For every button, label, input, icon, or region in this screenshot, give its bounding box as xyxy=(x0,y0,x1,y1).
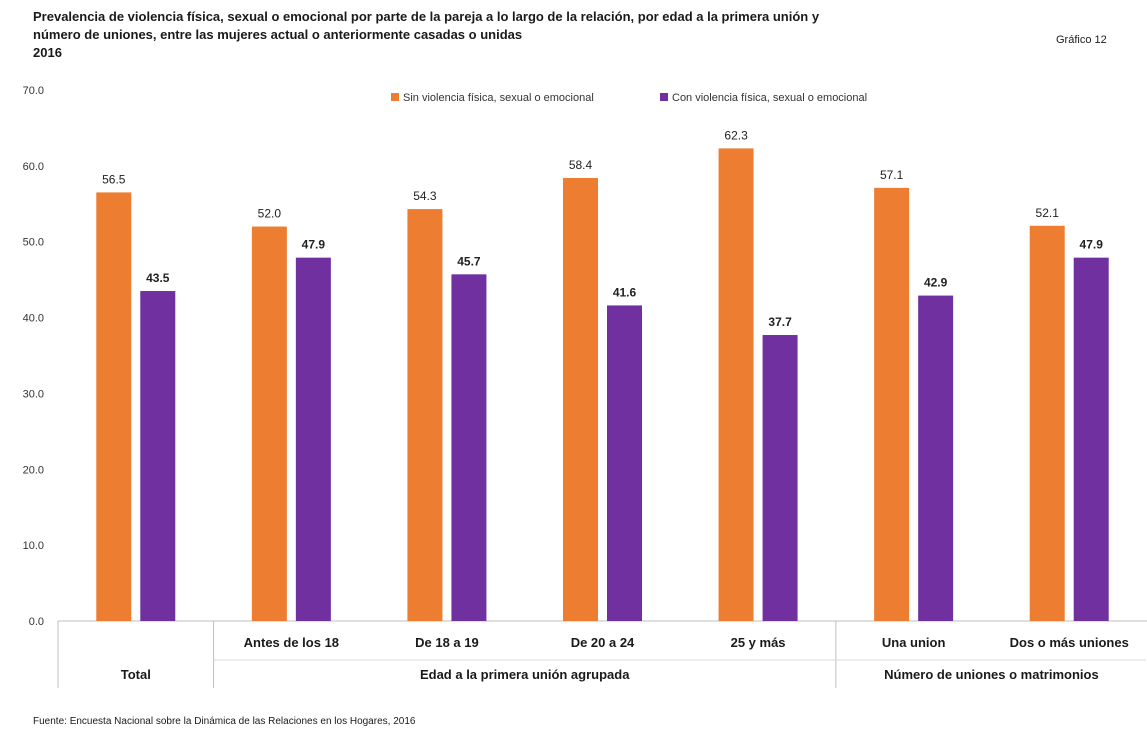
bar-con-violencia xyxy=(607,305,642,621)
data-label: 52.1 xyxy=(1036,206,1060,220)
bar-sin-violencia xyxy=(251,226,287,622)
y-tick-label: 30.0 xyxy=(23,388,44,400)
x-group-label: Total xyxy=(121,667,151,682)
bar-con-violencia xyxy=(451,274,487,621)
data-label: 62.3 xyxy=(724,128,748,142)
y-tick-label: 10.0 xyxy=(23,540,44,552)
bar-con-violencia xyxy=(762,335,798,621)
data-label: 37.7 xyxy=(768,315,792,329)
bar-con-violencia xyxy=(918,295,954,621)
data-label: 43.5 xyxy=(146,271,170,285)
data-label: 41.6 xyxy=(613,285,637,299)
legend-label: Con violencia física, sexual o emocional xyxy=(672,92,867,104)
bar-con-violencia xyxy=(295,257,331,621)
y-tick-label: 50.0 xyxy=(23,237,44,249)
legend-swatch xyxy=(391,93,399,101)
data-label: 47.9 xyxy=(1080,238,1104,252)
legend-swatch xyxy=(660,93,668,101)
bar-con-violencia xyxy=(1073,257,1109,621)
bar-sin-violencia xyxy=(874,187,910,621)
bar-sin-violencia xyxy=(1029,225,1065,621)
data-label: 58.4 xyxy=(569,158,593,172)
x-category-label: Una union xyxy=(882,635,946,650)
x-category-label: De 18 a 19 xyxy=(415,635,479,650)
bar-sin-violencia xyxy=(563,177,598,621)
chart-title-line-2: número de uniones, entre las mujeres act… xyxy=(33,27,523,42)
x-group-label: Edad a la primera unión agrupada xyxy=(420,667,630,682)
y-tick-label: 0.0 xyxy=(29,616,44,628)
x-group-label: Número de uniones o matrimonios xyxy=(884,667,1099,682)
bar-con-violencia xyxy=(140,291,176,621)
chart-title-line-3: 2016 xyxy=(33,45,62,60)
figure-label: Gráfico 12 xyxy=(1056,34,1107,46)
x-category-label: Dos o más uniones xyxy=(1010,635,1129,650)
x-category-label: 25 y más xyxy=(731,635,786,650)
chart-title: Prevalencia de violencia física, sexual … xyxy=(33,8,933,62)
data-label: 42.9 xyxy=(924,276,948,290)
source-note: Fuente: Encuesta Nacional sobre la Dinám… xyxy=(33,716,416,727)
y-tick-label: 40.0 xyxy=(23,313,44,325)
data-label: 57.1 xyxy=(880,168,904,182)
chart-title-line-1: Prevalencia de violencia física, sexual … xyxy=(33,9,820,24)
data-label: 52.0 xyxy=(258,207,282,221)
x-category-label: De 20 a 24 xyxy=(571,635,635,650)
legend-label: Sin violencia física, sexual o emocional xyxy=(403,92,594,104)
bar-sin-violencia xyxy=(407,209,443,622)
data-label: 47.9 xyxy=(302,238,326,252)
y-tick-label: 20.0 xyxy=(23,464,44,476)
x-category-label: Antes de los 18 xyxy=(244,635,339,650)
bar-sin-violencia xyxy=(718,148,754,621)
data-label: 56.5 xyxy=(102,172,126,186)
bar-sin-violencia xyxy=(96,192,132,621)
y-tick-label: 70.0 xyxy=(23,85,44,97)
y-tick-label: 60.0 xyxy=(23,161,44,173)
data-label: 54.3 xyxy=(413,189,437,203)
data-label: 45.7 xyxy=(457,254,481,268)
